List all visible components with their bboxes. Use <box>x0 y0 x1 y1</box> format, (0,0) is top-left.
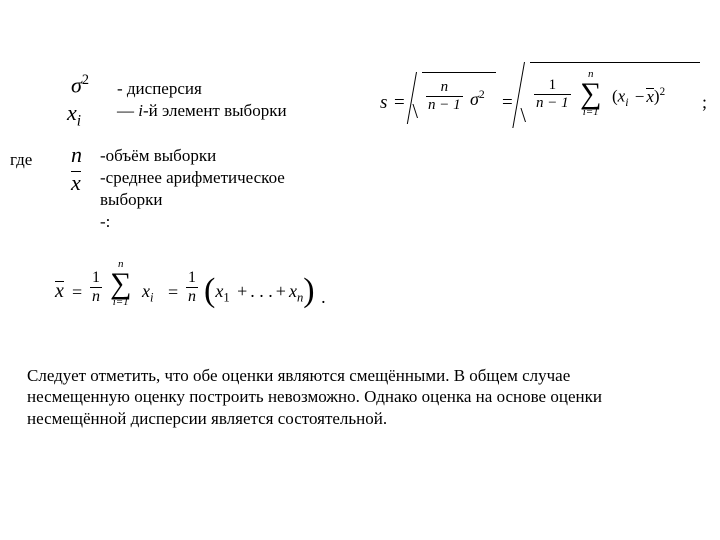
frac2-den: n − 1 <box>534 96 571 111</box>
symbol-x-bar: x <box>71 170 81 196</box>
frac1-den: n − 1 <box>426 98 463 113</box>
xbar-rp: ) <box>303 277 314 304</box>
sigma-sq-in-sqrt1: σ2 <box>470 88 485 110</box>
xbar-lhs: x <box>55 280 64 303</box>
xbar-xi-x: x <box>142 281 150 301</box>
sigmasq-exp: 2 <box>479 88 485 101</box>
frac2-num: 1 <box>547 78 559 93</box>
formula-s-eq1: = <box>394 92 405 114</box>
xn-x: x <box>289 281 297 301</box>
frac1n-a-num: 1 <box>90 270 102 286</box>
legend-mean-2: выборки <box>100 189 162 210</box>
legend-elem-prefix: — <box>117 101 138 120</box>
sqrt-2: 1 n − 1 n ∑ i=1 (xi −x)2 <box>518 62 700 128</box>
xi-x: x <box>67 100 77 125</box>
formula-s-semicolon: ; <box>702 92 707 113</box>
s-letter: s <box>380 92 387 113</box>
xbar-eq1: = <box>72 282 82 303</box>
xbar-summand-xi: xi <box>142 281 154 306</box>
legend-where: где <box>10 149 32 170</box>
sum-xbar-lower: i=1 <box>113 297 129 308</box>
x1-1: 1 <box>223 291 229 305</box>
sum-block-xbar: n ∑ i=1 <box>110 259 131 308</box>
xbar-eq2: = <box>168 282 178 303</box>
xbar-plus1: + <box>234 281 250 301</box>
frac1n-b-num: 1 <box>186 270 198 286</box>
formula-s-eq2: = <box>502 92 513 114</box>
xbar-plus2: + <box>273 281 289 301</box>
legend-elem-suffix: -й элемент выборки <box>143 101 287 120</box>
xbar-lhs-glyph: x <box>55 280 64 303</box>
symbol-sigma-squared: σ2 <box>71 72 89 98</box>
sigmasq-base: σ <box>470 89 479 109</box>
sigma-glyph: σ <box>71 72 82 97</box>
sqrt-1: n n − 1 σ2 <box>410 72 496 124</box>
xbar-dot: . <box>319 287 326 307</box>
legend-mean-1: -среднее арифметическое <box>100 167 285 188</box>
legend-element: — i-й элемент выборки <box>117 100 287 121</box>
xbar-lp: ( <box>204 277 215 304</box>
sum-block-s: n ∑ i=1 <box>580 69 601 118</box>
summand-xi-i: i <box>625 95 628 109</box>
summand-xbar: x <box>646 87 654 107</box>
summand-minus: − <box>633 87 647 106</box>
sum-xbar-sigma: ∑ <box>110 270 131 297</box>
sum-s-sigma: ∑ <box>580 80 601 107</box>
frac1-num: n <box>439 80 451 95</box>
frac-1-over-nminus1: 1 n − 1 <box>534 78 571 111</box>
xi-i: i <box>77 112 81 129</box>
xbar-paren-expr: (x1 +. . .+xn) . <box>204 273 326 306</box>
summand-s: (xi −x)2 <box>612 86 665 110</box>
symbol-x-sub-i: xi <box>67 100 81 130</box>
formula-s-lhs: s <box>380 92 387 114</box>
frac1n-b-den: n <box>186 289 198 305</box>
legend-mean-3: -: <box>100 211 110 232</box>
xbar-dots: . . . <box>250 281 273 301</box>
legend-variance: - дисперсия <box>117 78 202 99</box>
x-bar-glyph: x <box>71 170 81 196</box>
frac-1n-a: 1 n <box>90 270 102 305</box>
frac1n-a-den: n <box>90 289 102 305</box>
page-root: { "colors": { "text": "#000000", "backgr… <box>0 0 720 540</box>
frac-1n-b: 1 n <box>186 270 198 305</box>
frac-n-over-nminus1: n n − 1 <box>426 80 463 113</box>
legend-volume: -объём выборки <box>100 145 216 166</box>
note-paragraph: Следует отметить, что обе оценки являютс… <box>27 365 667 429</box>
sigma-exp: 2 <box>82 72 89 88</box>
summand-pow2: 2 <box>660 86 666 98</box>
xbar-xi-i: i <box>150 291 154 305</box>
symbol-n: n <box>71 142 82 168</box>
sum-s-lower: i=1 <box>583 107 599 118</box>
